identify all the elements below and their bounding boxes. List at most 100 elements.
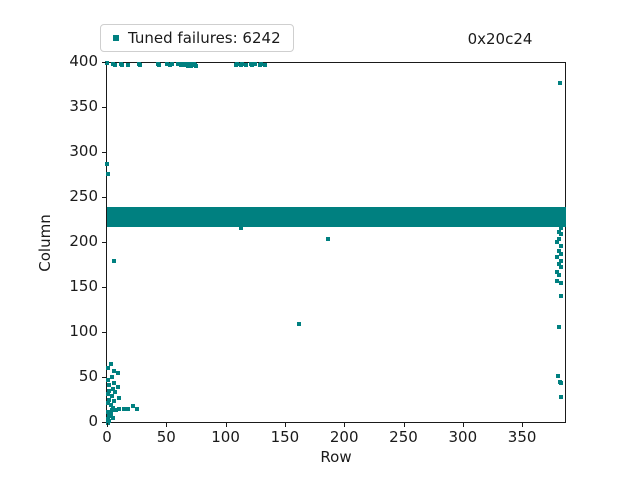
data-point <box>106 377 111 382</box>
data-point <box>107 383 112 388</box>
data-point <box>170 61 175 66</box>
data-point <box>556 324 561 329</box>
y-tick-label: 150 <box>69 277 98 295</box>
y-tick-mark <box>102 422 106 423</box>
y-tick-label: 400 <box>69 52 98 70</box>
data-point <box>249 62 254 67</box>
data-point <box>107 413 112 418</box>
data-point <box>559 280 564 285</box>
data-point <box>559 225 564 230</box>
data-point <box>112 380 117 385</box>
data-point <box>253 61 258 66</box>
data-point <box>235 61 240 66</box>
x-tick-mark <box>284 423 286 427</box>
data-point <box>106 392 111 397</box>
data-point <box>106 410 111 415</box>
data-point <box>559 243 564 248</box>
data-point <box>115 385 120 389</box>
y-axis-label: Column <box>36 214 54 272</box>
legend-marker-square-icon <box>113 35 119 41</box>
x-tick-mark <box>462 423 464 427</box>
data-point <box>110 61 115 66</box>
data-point <box>559 265 564 270</box>
data-point <box>120 62 125 67</box>
plot-area <box>105 61 566 425</box>
data-point <box>559 259 564 263</box>
data-point <box>240 61 245 66</box>
data-point <box>559 394 564 399</box>
data-point <box>165 61 170 66</box>
data-point <box>108 403 113 407</box>
data-point <box>112 259 117 263</box>
x-tick-label: 350 <box>507 428 537 446</box>
data-point <box>113 62 118 67</box>
data-point <box>112 368 117 373</box>
data-point <box>106 366 111 371</box>
y-tick-mark <box>102 197 106 198</box>
data-point <box>126 62 131 67</box>
x-tick-label: 250 <box>389 428 418 446</box>
data-point <box>559 381 564 386</box>
y-tick-mark <box>102 62 106 63</box>
data-point <box>239 225 244 230</box>
data-point <box>297 322 302 326</box>
data-point <box>259 61 264 66</box>
data-point <box>176 61 181 66</box>
data-point <box>114 407 119 412</box>
x-tick-label: 150 <box>270 428 300 446</box>
data-point <box>112 399 117 404</box>
y-tick-mark <box>102 332 106 333</box>
y-tick-mark <box>102 377 106 378</box>
data-point <box>110 405 115 410</box>
data-point <box>157 62 162 67</box>
data-point <box>113 390 118 395</box>
data-point <box>138 62 143 67</box>
data-point <box>555 374 560 379</box>
data-point <box>109 394 114 398</box>
data-point <box>106 171 111 176</box>
data-point <box>554 269 559 274</box>
chart-title: 0x20c24 <box>467 30 533 48</box>
x-tick-label: 300 <box>448 428 478 446</box>
data-point <box>325 237 330 242</box>
data-point <box>556 261 561 266</box>
data-point <box>115 370 120 375</box>
x-tick-label: 50 <box>156 428 176 446</box>
legend-box: Tuned failures: 6242 <box>100 24 294 52</box>
data-point <box>556 230 561 235</box>
data-point <box>121 406 126 411</box>
x-tick-label: 0 <box>102 428 112 446</box>
data-point <box>558 80 563 85</box>
data-point <box>105 61 109 65</box>
legend-label: Tuned failures: 6242 <box>128 29 281 47</box>
y-tick-mark <box>102 287 106 288</box>
x-tick-mark <box>403 423 405 427</box>
data-point <box>134 406 139 411</box>
data-point <box>193 63 198 68</box>
y-tick-label: 200 <box>69 232 98 250</box>
x-tick-mark <box>522 423 524 427</box>
data-point <box>107 388 112 393</box>
y-tick-label: 0 <box>88 412 98 430</box>
data-point <box>106 401 111 406</box>
data-point <box>179 61 184 66</box>
y-tick-label: 300 <box>69 142 98 160</box>
data-point <box>559 232 564 236</box>
data-point <box>554 240 559 245</box>
x-axis-label: Row <box>320 448 352 466</box>
data-point <box>110 386 115 391</box>
y-tick-mark <box>102 242 106 243</box>
data-point <box>554 278 559 283</box>
data-point <box>559 294 564 299</box>
data-point <box>556 237 561 242</box>
data-point <box>167 62 172 67</box>
failure-band <box>107 206 566 227</box>
data-point <box>110 415 115 420</box>
data-point <box>106 421 111 425</box>
x-tick-mark <box>225 423 227 427</box>
data-point <box>262 62 267 67</box>
y-tick-mark <box>102 152 106 153</box>
data-point <box>105 161 109 166</box>
data-point <box>559 251 564 256</box>
